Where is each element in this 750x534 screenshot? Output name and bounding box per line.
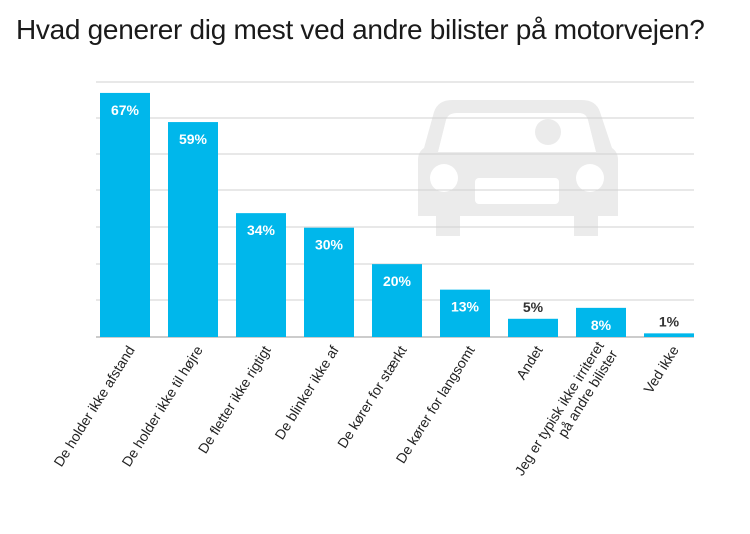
category-label-line: Andet: [513, 343, 546, 383]
value-labels: 67% 59% 34% 30% 20% 13% 5% 8% 1%: [111, 102, 680, 333]
category-label: Andet: [513, 343, 546, 383]
category-label-line: De kører for langsomt: [392, 343, 477, 466]
car-icon: [418, 100, 618, 236]
value-label: 5%: [523, 299, 544, 315]
value-label: 67%: [111, 102, 140, 118]
value-label: 20%: [383, 273, 412, 289]
bar: [508, 318, 558, 337]
value-label: 1%: [659, 313, 680, 329]
value-label: 34%: [247, 222, 276, 238]
category-label-line: Ved ikke: [640, 343, 682, 397]
category-label-line: De blinker ikke af: [271, 343, 342, 443]
bar: [440, 289, 490, 337]
category-label: De fletter ikke rigtigt: [195, 343, 274, 456]
value-label: 8%: [591, 317, 612, 333]
category-label-line: De holder ikke til højre: [118, 343, 205, 470]
category-label: De kører for stærkt: [334, 343, 410, 451]
car-driver-head: [535, 119, 561, 145]
category-label: Ved ikke: [640, 343, 682, 397]
category-label-line: De fletter ikke rigtigt: [195, 343, 274, 456]
car-windshield: [438, 113, 596, 152]
category-label-line: De kører for stærkt: [334, 343, 410, 451]
value-label: 30%: [315, 237, 344, 253]
chart-title: Hvad generer dig mest ved andre bilister…: [16, 14, 705, 45]
bar: [372, 264, 422, 337]
category-label: De kører for langsomt: [392, 343, 477, 466]
car-headlight-left: [430, 164, 458, 192]
bar: [644, 333, 694, 337]
bar: [576, 307, 626, 337]
car-grille: [475, 178, 559, 204]
category-label: De blinker ikke af: [271, 343, 342, 443]
car-headlight-right: [576, 164, 604, 192]
bar: [100, 92, 150, 337]
value-label: 13%: [451, 299, 480, 315]
bar: [304, 227, 354, 337]
value-label: 59%: [179, 131, 208, 147]
bars: [100, 92, 694, 337]
bar: [236, 213, 286, 337]
category-label: De holder ikke til højre: [118, 343, 205, 470]
bar: [168, 122, 218, 337]
